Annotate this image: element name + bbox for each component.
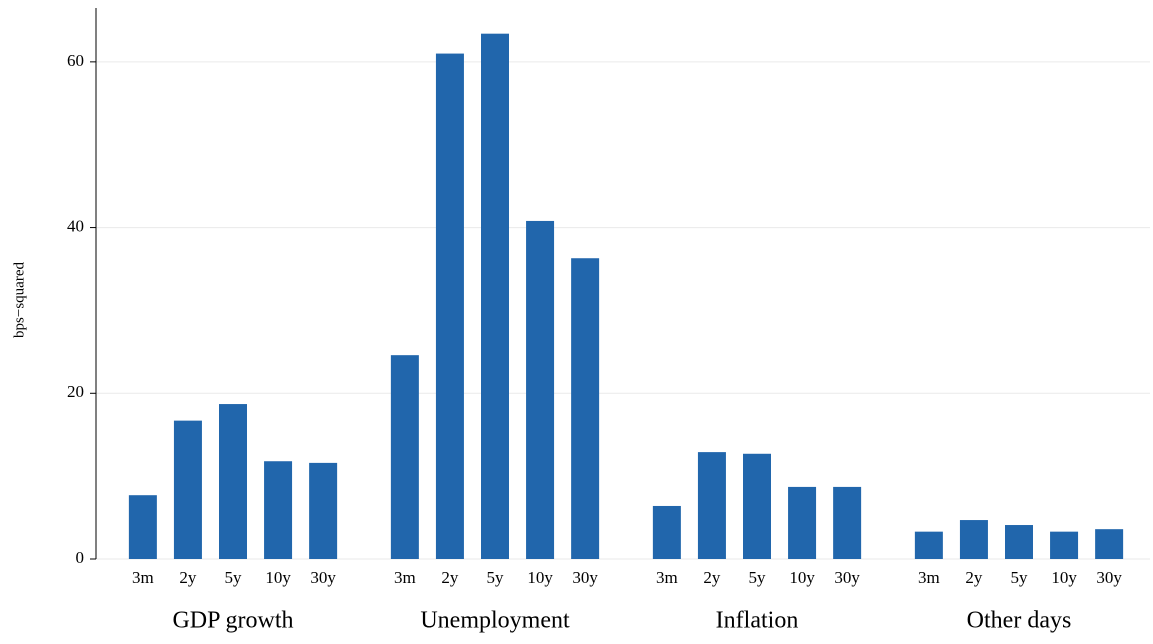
bar (697, 452, 726, 559)
y-tick-label: 20 (67, 382, 84, 401)
group-label: Other days (967, 608, 1072, 634)
bar (571, 258, 600, 559)
group-label: Inflation (716, 608, 799, 634)
bar (481, 33, 509, 559)
x-tick-label: 10y (527, 568, 553, 587)
x-tick-label: 2y (965, 568, 983, 587)
x-tick-label: 10y (1051, 568, 1077, 587)
x-tick-label: 2y (441, 568, 459, 587)
y-axis-label: bps−squared (11, 262, 27, 338)
bar (959, 520, 988, 559)
group-label: GDP growth (172, 608, 293, 634)
bar (914, 531, 943, 559)
bar (743, 453, 771, 559)
bar (788, 486, 817, 559)
bar (173, 420, 202, 559)
x-tick-label: 10y (265, 568, 291, 587)
bar (390, 355, 419, 559)
x-tick-label: 3m (656, 568, 678, 587)
bar (219, 404, 247, 559)
x-tick-label: 3m (132, 568, 154, 587)
bar (1050, 531, 1079, 559)
bar (264, 461, 293, 559)
y-tick-label: 0 (76, 548, 85, 567)
bar (652, 505, 681, 559)
x-tick-label: 3m (394, 568, 416, 587)
x-tick-label: 10y (789, 568, 815, 587)
x-tick-label: 2y (179, 568, 197, 587)
x-tick-label: 30y (834, 568, 860, 587)
x-tick-label: 2y (703, 568, 721, 587)
x-tick-label: 30y (310, 568, 336, 587)
bar (309, 462, 338, 559)
bar (833, 486, 862, 559)
x-tick-label: 5y (487, 568, 505, 587)
bar (1005, 525, 1033, 559)
bar (435, 53, 464, 559)
y-tick-label: 60 (67, 51, 84, 70)
bar (1095, 529, 1124, 559)
x-tick-label: 3m (918, 568, 940, 587)
bar (526, 220, 555, 559)
x-tick-label: 5y (225, 568, 243, 587)
y-tick-label: 40 (67, 216, 84, 235)
x-tick-label: 30y (572, 568, 598, 587)
x-tick-label: 5y (749, 568, 767, 587)
x-tick-label: 30y (1096, 568, 1122, 587)
x-tick-label: 5y (1011, 568, 1029, 587)
group-label: Unemployment (420, 608, 570, 634)
bar (128, 495, 157, 559)
